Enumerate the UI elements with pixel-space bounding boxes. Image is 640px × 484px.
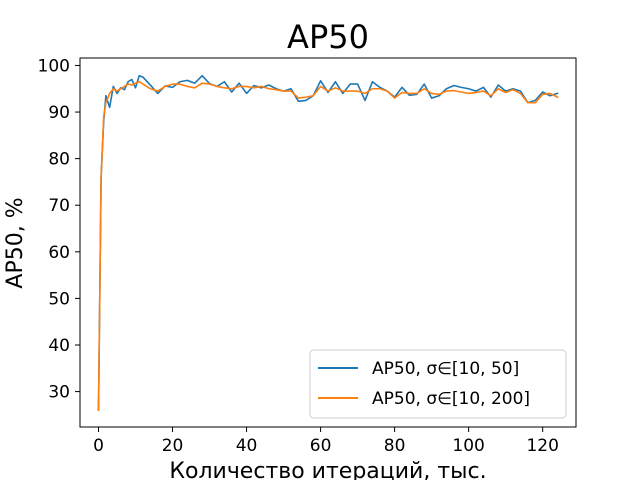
x-tick-label: 60	[310, 436, 332, 456]
y-axis-label: AP50, %	[3, 197, 28, 288]
y-tick-label: 30	[48, 383, 70, 403]
x-tick-label: 100	[452, 436, 484, 456]
series-line-2	[97, 80, 559, 412]
plot-frame	[79, 57, 577, 428]
x-axis-label: Количество итераций, тыс.	[169, 459, 486, 480]
y-tick-label: 90	[48, 103, 70, 123]
y-tick-label: 40	[48, 336, 70, 356]
y-tick-label: 80	[48, 150, 70, 170]
x-tick-label: 80	[384, 436, 406, 456]
y-tick-label: 60	[48, 243, 70, 263]
plot-layer: 0 20 40 60 80 100 120 30 40 50 60 70 80 90 100 AP50, σ∈…	[38, 56, 577, 456]
legend-box	[309, 349, 567, 419]
y-tick-label: 100	[38, 56, 70, 76]
x-tick-label: 120	[526, 436, 558, 456]
x-tick-label: 40	[236, 436, 258, 456]
legend-label-1: AP50, σ∈[10, 50]	[372, 359, 519, 379]
x-tick-label: 20	[162, 436, 184, 456]
legend-label-2: AP50, σ∈[10, 200]	[372, 389, 530, 409]
y-tick-label: 70	[48, 196, 70, 216]
x-tick-label: 0	[93, 436, 104, 456]
chart-title: AP50	[287, 18, 369, 56]
y-tick-label: 50	[48, 289, 70, 309]
